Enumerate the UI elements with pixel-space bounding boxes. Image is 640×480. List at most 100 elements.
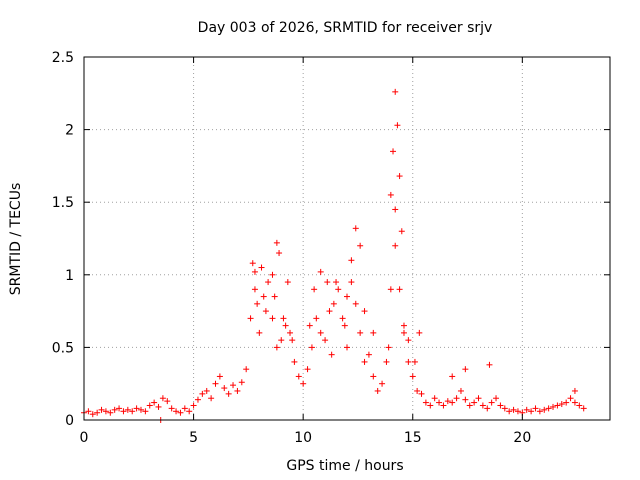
data-point (278, 337, 285, 344)
data-point (238, 379, 245, 386)
data-point (475, 395, 482, 402)
data-point (273, 239, 280, 246)
data-point (348, 279, 355, 286)
data-point (571, 387, 578, 394)
data-point (107, 409, 114, 416)
data-point (89, 411, 96, 418)
data-point (357, 329, 364, 336)
data-point (284, 279, 291, 286)
data-point (370, 329, 377, 336)
data-point (554, 402, 561, 409)
grid (84, 57, 610, 420)
data-point (571, 399, 578, 406)
data-point (326, 308, 333, 315)
data-point (352, 225, 359, 232)
data-point (308, 344, 315, 351)
y-tick-label: 2.5 (52, 50, 74, 66)
x-tick-label: 15 (404, 430, 422, 446)
x-axis-label: GPS time / hours (286, 458, 403, 474)
y-tick-label: 1.5 (52, 195, 74, 211)
data-point (344, 344, 350, 351)
data-point (409, 373, 416, 380)
data-point (243, 366, 250, 373)
y-tick-label: 1 (65, 268, 74, 284)
data-point (295, 373, 302, 380)
data-point (328, 351, 335, 358)
data-point (208, 395, 215, 402)
data-point (254, 300, 261, 307)
data-point (269, 315, 276, 322)
data-point (212, 380, 219, 387)
data-point (137, 406, 144, 413)
data-point (111, 406, 118, 413)
data-point (269, 271, 276, 278)
data-point (260, 293, 267, 300)
data-point (392, 242, 399, 249)
data-point (563, 399, 570, 406)
data-point (98, 406, 105, 413)
data-point (230, 382, 237, 389)
data-point (168, 405, 175, 412)
data-point (398, 228, 405, 235)
data-point (416, 329, 423, 336)
x-tick-label: 5 (189, 430, 198, 446)
data-point (280, 315, 287, 322)
data-point (370, 373, 377, 380)
plot-frame (83, 56, 611, 421)
data-point (374, 387, 381, 394)
data-point (251, 268, 258, 275)
data-point (462, 396, 469, 403)
data-point (94, 409, 101, 416)
data-point (151, 399, 158, 406)
data-point (133, 405, 140, 412)
data-point (249, 260, 256, 267)
data-point (431, 395, 438, 402)
data-point (225, 390, 232, 397)
data-point (449, 373, 456, 380)
data-point (352, 300, 359, 307)
data-point (532, 405, 539, 412)
data-point (181, 405, 188, 412)
data-point (120, 408, 127, 415)
data-point (422, 399, 429, 406)
data-point (142, 408, 149, 415)
data-point (333, 279, 340, 286)
data-point (361, 308, 368, 315)
data-point (506, 408, 513, 415)
data-point (536, 408, 543, 415)
data-point (317, 268, 324, 275)
data-point (400, 322, 407, 329)
data-point (394, 122, 401, 129)
data-point (258, 264, 265, 271)
data-point (390, 148, 397, 155)
data-point (545, 405, 552, 412)
data-point (418, 390, 425, 397)
data-point (550, 403, 557, 410)
data-point (379, 380, 386, 387)
data-point (405, 337, 412, 344)
data-point (361, 358, 368, 365)
axis-ticks: 0 5 10 15 20 0 0.5 1 1.5 2 2.5 (52, 50, 610, 446)
data-point (528, 408, 535, 415)
data-point (155, 403, 162, 410)
data-point (392, 88, 399, 95)
data-point (567, 395, 574, 402)
data-point (541, 406, 548, 413)
data-point (348, 257, 355, 264)
data-point (256, 329, 263, 336)
data-point (523, 406, 530, 413)
data-point (247, 315, 254, 322)
data-point (129, 408, 136, 415)
data-point (221, 385, 228, 392)
data-point (251, 286, 258, 293)
data-point (304, 366, 311, 373)
data-point (177, 409, 184, 416)
data-point (387, 286, 394, 293)
data-point (339, 315, 346, 322)
data-point (396, 173, 403, 180)
data-point (306, 322, 313, 329)
data-point (365, 351, 372, 358)
data-point (291, 358, 298, 365)
data-point (405, 358, 412, 365)
